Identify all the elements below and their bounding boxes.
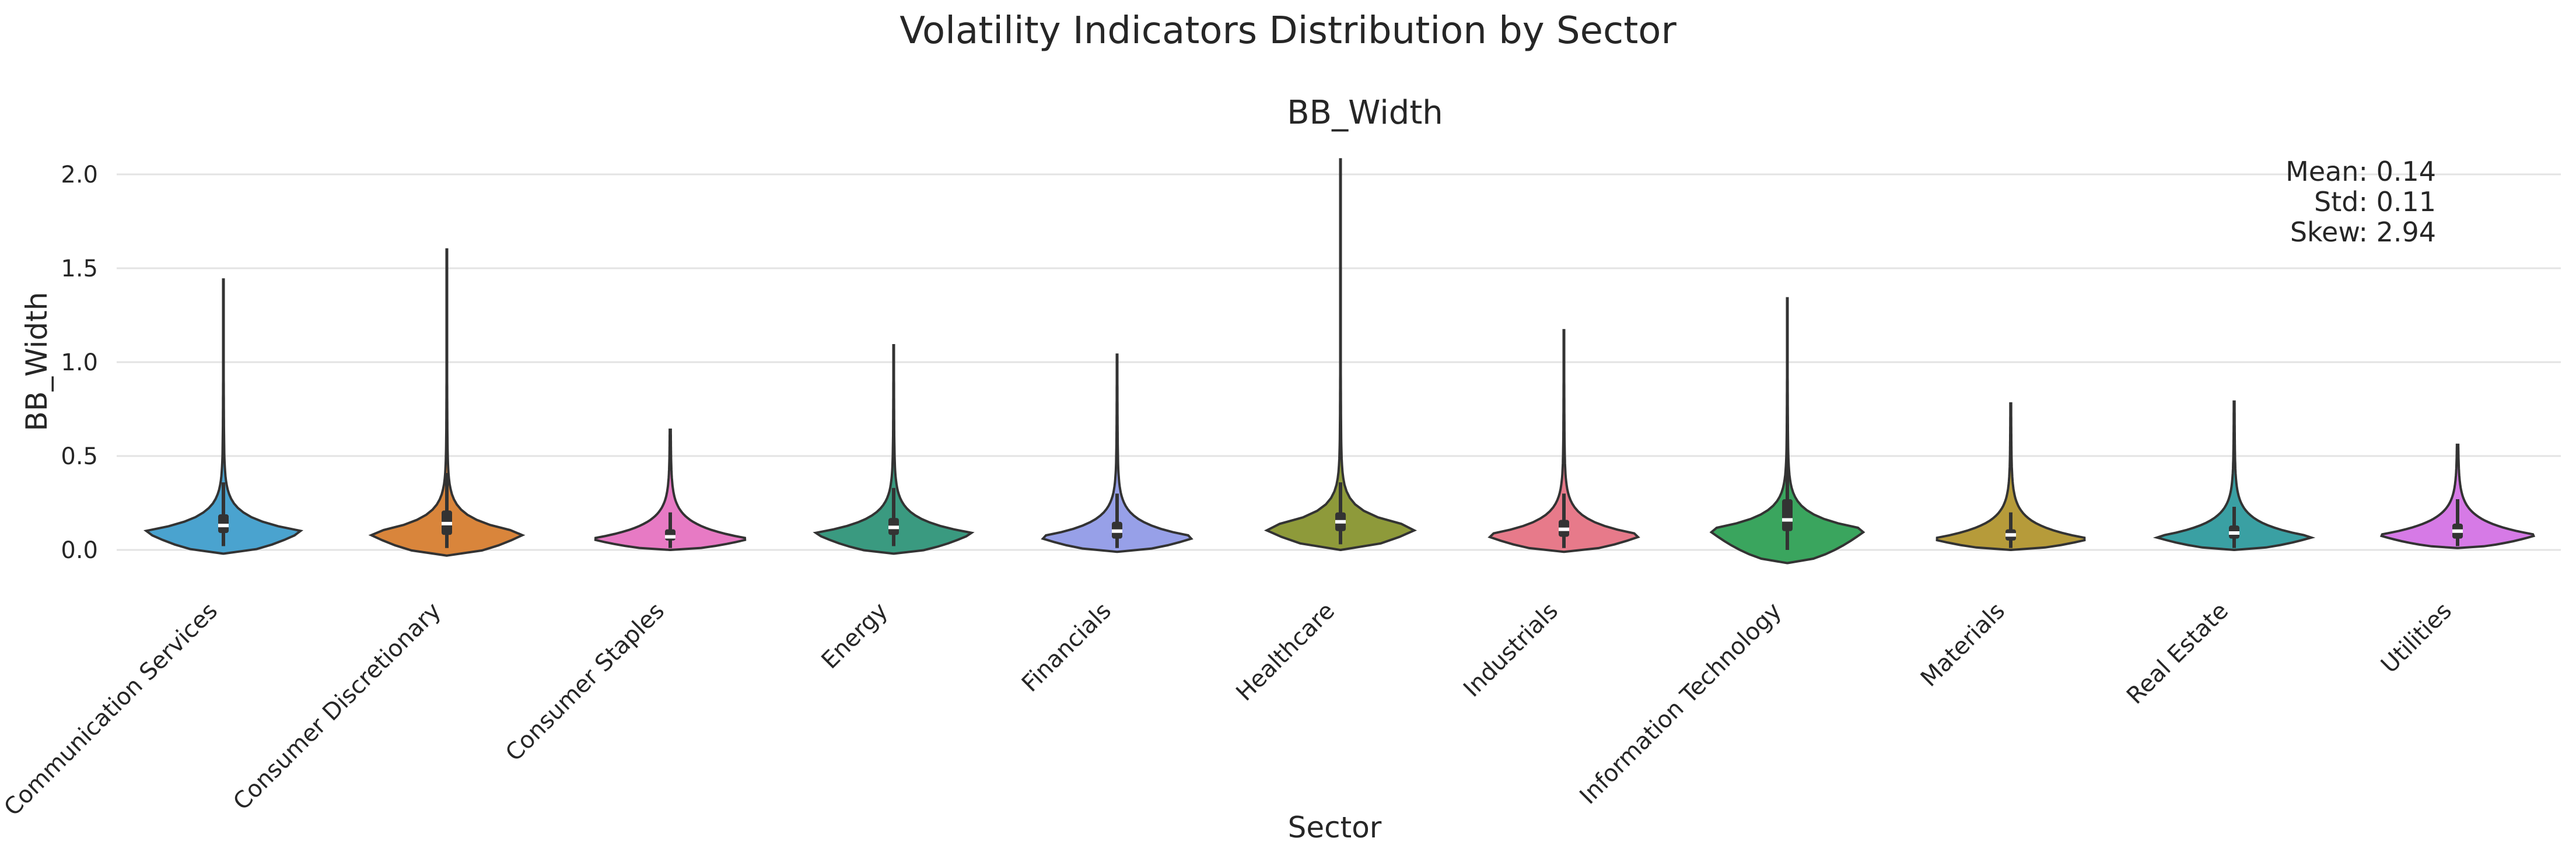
violin-group: [1264, 158, 1418, 551]
stats-std: Std: 0.11: [2314, 186, 2436, 218]
x-tick-label: Real Estate: [2122, 598, 2234, 710]
x-tick-label: Communication Services: [0, 598, 223, 822]
stats-annotation: Mean: 0.14 Std: 0.11 Skew: 2.94: [2286, 156, 2436, 248]
violin-body: [2152, 400, 2316, 551]
violin-group: [143, 278, 304, 555]
violin-body: [1488, 329, 1640, 553]
x-tick-label: Financials: [1017, 598, 1116, 697]
x-tick-label: Healthcare: [1231, 598, 1340, 707]
violin-body: [368, 248, 526, 557]
violin-iqr-box: [218, 514, 229, 534]
x-tick-label: Industrials: [1458, 598, 1563, 703]
violins: [143, 158, 2536, 565]
x-tick-label: Utilities: [2376, 598, 2457, 679]
y-tick-label: 1.0: [61, 349, 98, 376]
violin-group: [2379, 443, 2536, 549]
violin-body: [1041, 353, 1194, 553]
violin-group: [1709, 297, 1866, 565]
violin-body: [1264, 158, 1418, 551]
violin-group: [368, 248, 526, 557]
violin-body: [143, 278, 304, 555]
violin-body: [2379, 443, 2536, 549]
x-tick-label: Consumer Staples: [501, 598, 670, 767]
chart-subtitle: BB_Width: [1287, 94, 1443, 132]
violin-iqr-box: [665, 529, 676, 541]
x-tick-label: Energy: [817, 598, 894, 675]
y-tick-label: 0.0: [61, 537, 98, 564]
stats-mean: Mean: 0.14: [2286, 156, 2436, 187]
x-tick-labels: Communication Services Consumer Discretio…: [0, 598, 2457, 822]
violin-group: [1041, 353, 1194, 553]
x-tick-label: Materials: [1916, 598, 2010, 692]
y-tick-labels: 0.0 0.5 1.0 1.5 2.0: [61, 162, 98, 564]
violin-body: [1709, 297, 1866, 565]
stats-skew: Skew: 2.94: [2290, 216, 2436, 248]
x-axis-label: Sector: [1288, 811, 1382, 844]
violin-body: [813, 344, 975, 555]
violin-group: [1936, 402, 2086, 551]
violin-group: [2152, 400, 2316, 551]
violin-group: [1488, 329, 1640, 553]
violin-iqr-box: [1782, 499, 1793, 531]
violin-group: [594, 428, 747, 551]
y-tick-label: 0.5: [61, 443, 98, 470]
grid-lines: [117, 173, 2561, 551]
y-tick-label: 2.0: [61, 162, 98, 188]
violin-group: [813, 344, 975, 555]
y-tick-label: 1.5: [61, 255, 98, 282]
violin-body: [1936, 402, 2086, 551]
violin-body: [594, 428, 747, 551]
x-tick-label: Consumer Discretionary: [228, 598, 446, 816]
x-tick-label: Information Technology: [1574, 598, 1787, 810]
y-axis-label: BB_Width: [20, 292, 54, 432]
chart-suptitle: Volatility Indicators Distribution by Se…: [900, 9, 1676, 52]
